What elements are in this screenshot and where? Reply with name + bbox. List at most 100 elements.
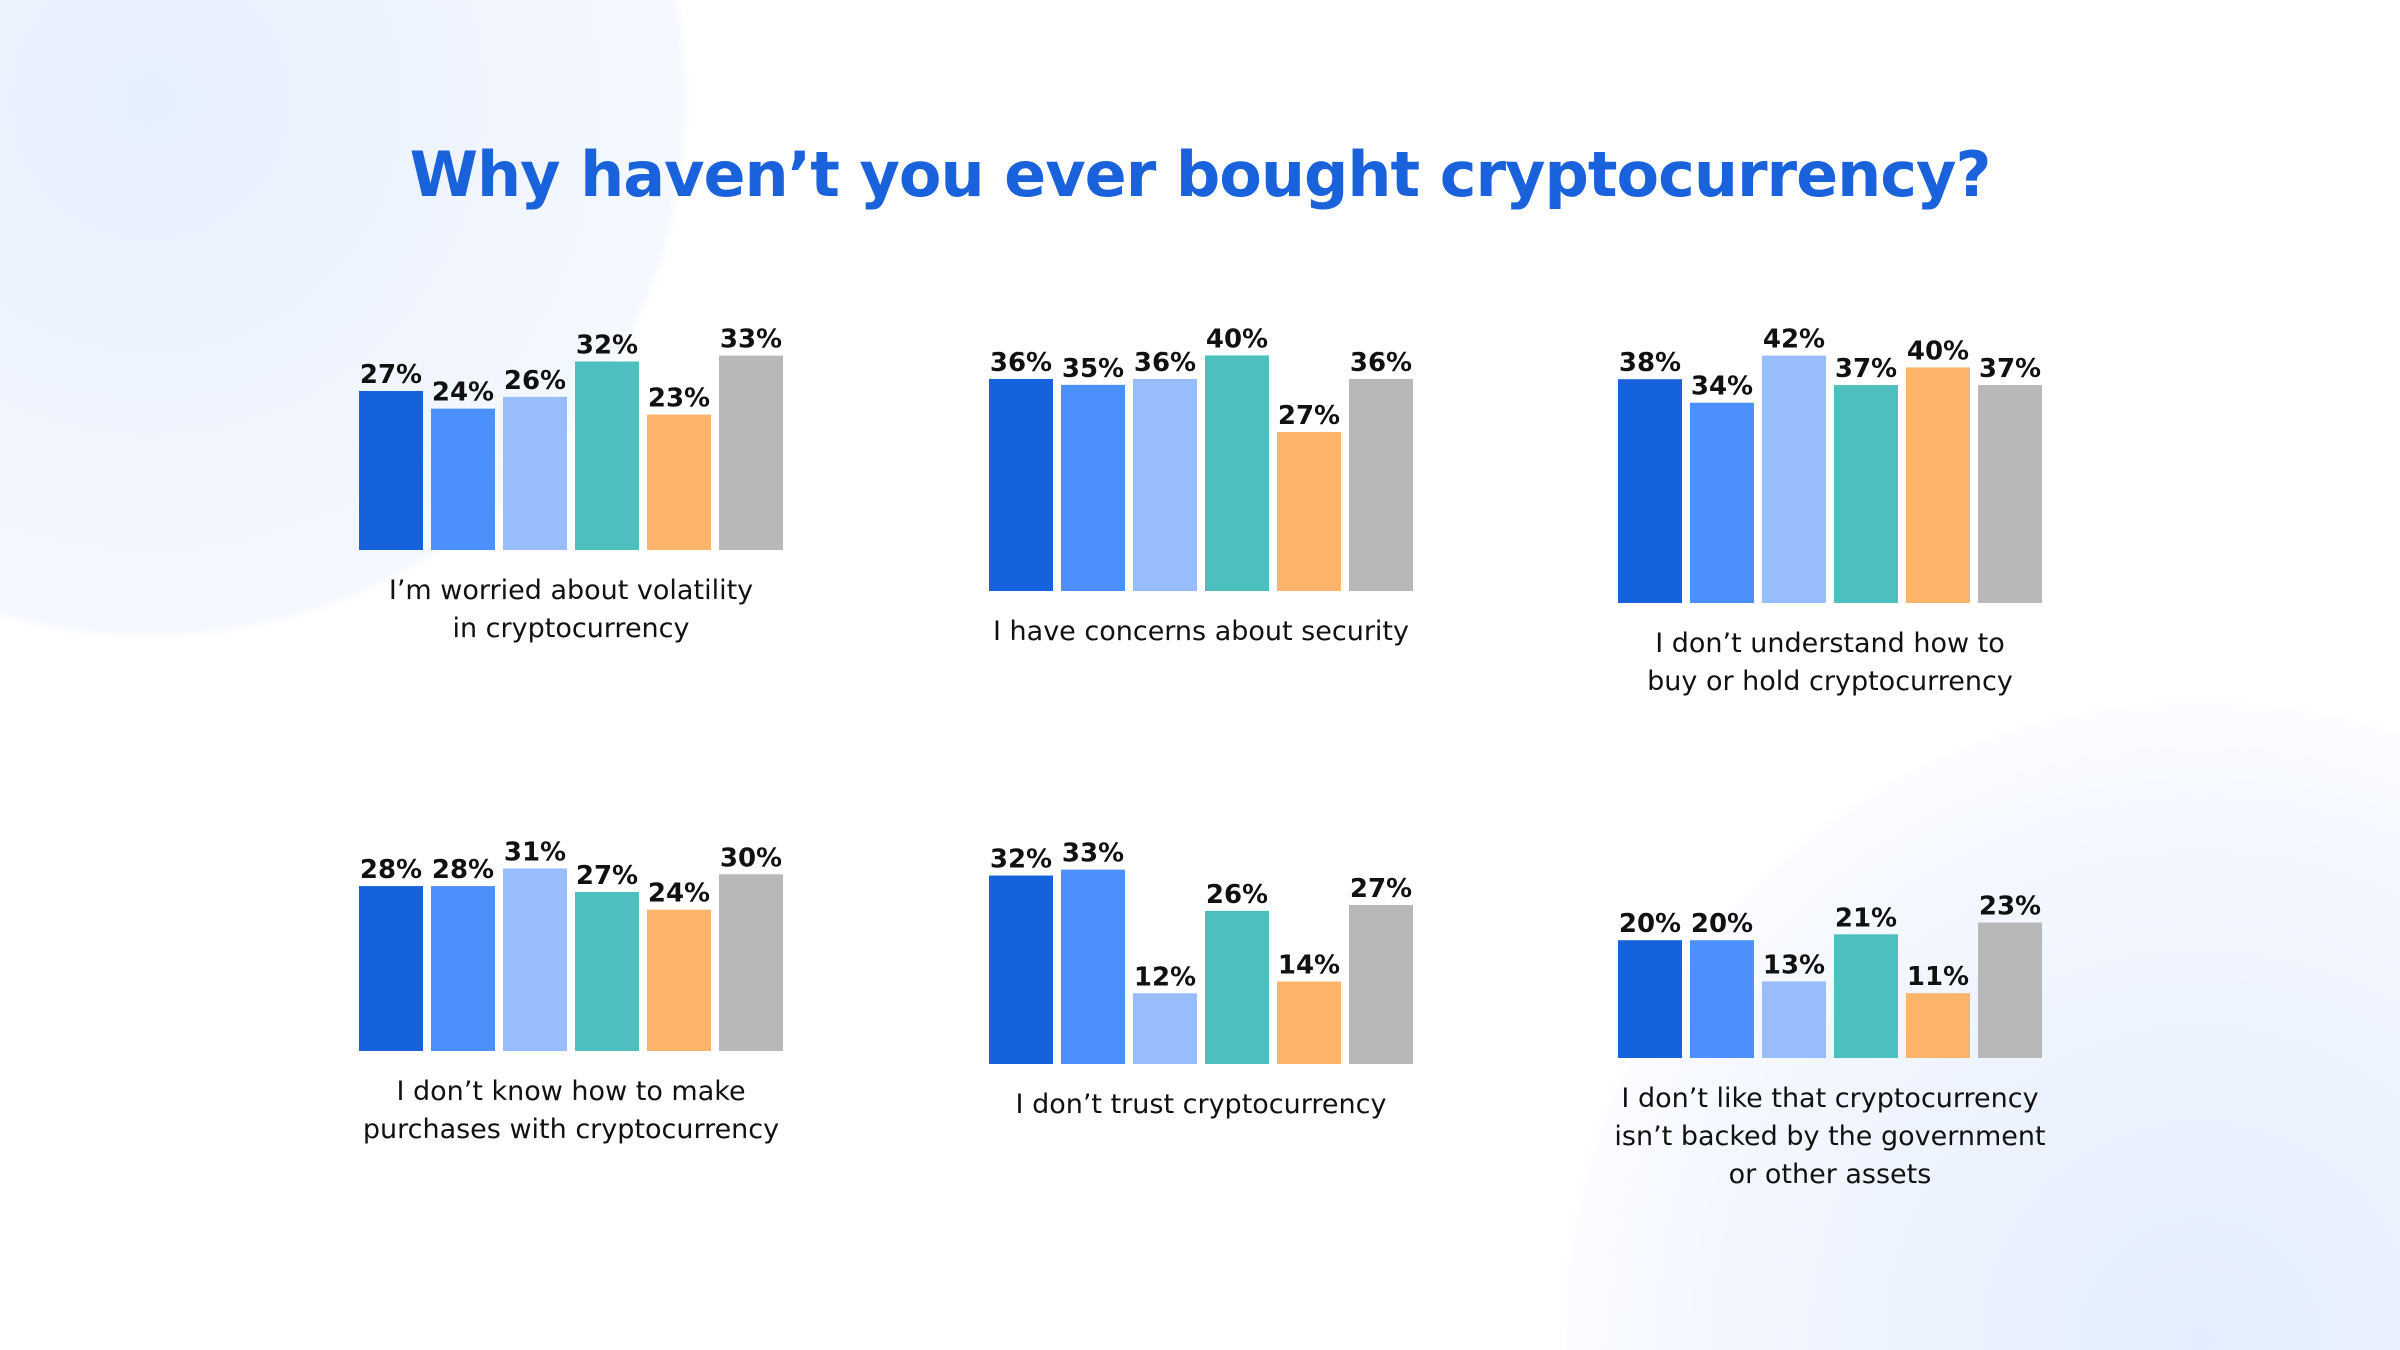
bar [1906,993,1970,1058]
data-label: 28% [432,855,494,885]
bar-chart-svg: 27% 24% 26% 32% 23% 33% [359,325,783,550]
chart-caption: I’m worried about volatility in cryptocur… [311,572,831,648]
bar [1618,940,1682,1058]
caption-line: I don’t trust cryptocurrency [1015,1089,1387,1120]
caption-line: I don’t like that cryptocurrency [1621,1083,2039,1114]
bar [1205,910,1269,1064]
data-label: 35% [1062,354,1124,384]
data-label: 27% [576,861,638,891]
bar [1762,981,1826,1058]
data-label: 33% [1062,839,1124,869]
bar-chart-4: 28% 28% 31% 27% 24% 30% I don’t know how to ma… [359,751,783,1145]
data-label: 34% [1691,372,1753,402]
caption-line: in cryptocurrency [452,613,690,644]
bar [1061,869,1125,1064]
bar [1762,355,1826,603]
data-label: 21% [1835,903,1897,933]
bar [719,874,783,1051]
chart-caption: I don’t know how to make purchases with c… [311,1073,831,1149]
bar [989,875,1053,1064]
data-label: 42% [1763,325,1825,355]
chart-caption: I don’t understand how to buy or hold cry… [1570,625,2090,701]
data-label: 26% [504,366,566,396]
bar [1978,922,2042,1058]
bar [575,891,639,1051]
data-label: 36% [990,348,1052,378]
data-label: 27% [360,360,422,390]
bar-chart-svg: 36% 35% 36% 40% 27% 36% [989,324,1413,591]
bar [647,414,711,550]
bar [1978,385,2042,603]
data-label: 32% [990,845,1052,875]
bar-chart-svg: 20% 20% 13% 21% 11% 23% [1618,892,2042,1058]
bar [1690,940,1754,1058]
data-label: 12% [1134,962,1196,992]
bar-chart-svg: 38% 34% 42% 37% 40% 37% [1618,325,2042,603]
bar-chart-svg: 28% 28% 31% 27% 24% 30% [359,837,783,1051]
data-label: 26% [1206,880,1268,910]
data-label: 23% [648,384,710,414]
caption-line: isn’t backed by the government [1614,1121,2046,1152]
bar [1277,981,1341,1064]
data-label: 37% [1979,354,2041,384]
bar-chart-1: 27% 24% 26% 32% 23% 33% I’m worried about vola… [359,250,783,644]
data-label: 37% [1835,354,1897,384]
data-label: 38% [1619,348,1681,378]
data-label: 28% [360,855,422,885]
caption-line: buy or hold cryptocurrency [1647,666,2013,697]
data-label: 40% [1206,324,1268,354]
bar [1834,934,1898,1058]
data-label: 33% [720,325,782,355]
bar [1349,378,1413,591]
data-label: 27% [1350,874,1412,904]
bar [503,868,567,1051]
data-label: 23% [1979,892,2041,922]
bar [1906,367,1970,603]
data-label: 31% [504,837,566,867]
bar [1133,993,1197,1064]
caption-line: purchases with cryptocurrency [362,1114,780,1145]
bar [1349,904,1413,1064]
data-label: 40% [1907,336,1969,366]
data-label: 32% [576,331,638,361]
bar [1690,402,1754,603]
data-label: 20% [1691,909,1753,939]
bar [359,886,423,1051]
bar [1061,384,1125,591]
caption-line: I don’t know how to make [396,1076,746,1107]
bar-chart-svg: 32% 33% 12% 26% 14% 27% [989,839,1413,1064]
bar-chart-2: 36% 35% 36% 40% 27% 36% I have concerns about … [989,291,1413,647]
caption-line: I have concerns about security [993,616,1409,647]
bar-chart-3: 38% 34% 42% 37% 40% 37% I don’t understand how… [1618,303,2042,697]
bar [431,886,495,1051]
data-label: 30% [720,843,782,873]
bar [1834,385,1898,603]
bar-chart-6: 20% 20% 13% 21% 11% 23% I don’t like that cryp… [1614,758,2045,1190]
data-label: 27% [1278,401,1340,431]
bar [719,355,783,550]
chart-caption: I don’t like that cryptocurrency isn’t ba… [1570,1080,2090,1194]
bar [989,378,1053,591]
data-label: 20% [1619,909,1681,939]
bar [575,361,639,550]
bar [431,408,495,550]
chart-caption: I don’t trust cryptocurrency [941,1086,1461,1124]
bar [1133,378,1197,591]
caption-line: I’m worried about volatility [388,575,754,606]
caption-line: or other assets [1728,1159,1932,1190]
bar [647,909,711,1051]
data-label: 13% [1763,950,1825,980]
bar [1205,355,1269,591]
chart-caption: I have concerns about security [941,613,1461,651]
page-title: Why haven’t you ever bought cryptocurren… [409,138,1992,211]
bar-chart-5: 32% 33% 12% 26% 14% 27% I don’t trust cryptocu… [989,764,1413,1120]
data-label: 36% [1350,348,1412,378]
caption-line: I don’t understand how to [1655,628,2005,659]
bar [359,390,423,550]
data-label: 24% [648,879,710,909]
data-label: 36% [1134,348,1196,378]
data-label: 14% [1278,951,1340,981]
bar [503,396,567,550]
data-label: 24% [432,378,494,408]
bar [1618,379,1682,603]
